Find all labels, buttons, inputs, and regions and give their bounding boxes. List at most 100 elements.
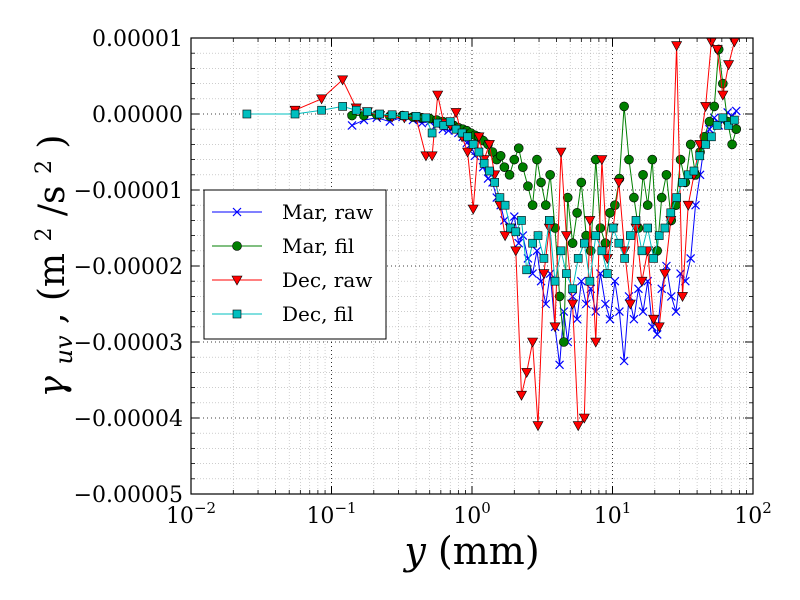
data-point xyxy=(706,38,717,48)
data-point xyxy=(629,314,639,324)
y-axis-label: γ uv , (m 2 /s 2 ) xyxy=(19,135,81,398)
data-point xyxy=(647,154,658,165)
data-point xyxy=(677,292,689,303)
data-point xyxy=(585,276,595,286)
legend-entry: Mar, fil xyxy=(212,234,354,258)
data-point xyxy=(691,200,700,210)
y-tick-label: 0.00000 xyxy=(92,103,183,128)
y-axis-unit-middle: /s xyxy=(32,185,73,216)
data-point xyxy=(568,284,577,294)
data-point xyxy=(682,200,694,211)
data-point xyxy=(316,94,328,105)
legend-marker xyxy=(232,309,242,319)
series-layer xyxy=(242,38,742,432)
data-point xyxy=(638,307,648,317)
x-tick-label: 102 xyxy=(734,499,772,529)
data-point xyxy=(515,390,527,401)
data-point xyxy=(614,307,624,317)
data-point xyxy=(513,143,524,153)
data-point xyxy=(619,356,629,366)
data-point xyxy=(676,269,685,279)
y-tick-label: −0.00001 xyxy=(74,179,183,204)
data-point xyxy=(411,111,421,121)
data-point xyxy=(518,162,528,172)
data-point xyxy=(400,111,409,120)
data-point xyxy=(689,166,699,176)
data-point xyxy=(545,170,555,180)
legend-label: Mar, raw xyxy=(282,200,373,224)
x-tick-label: 101 xyxy=(594,499,632,529)
y-tick-label: 0.00001 xyxy=(92,27,183,52)
data-point xyxy=(605,314,615,324)
data-point xyxy=(495,193,505,202)
data-point xyxy=(581,299,591,309)
series-mar-fil xyxy=(347,44,742,347)
data-point xyxy=(450,108,462,119)
data-point xyxy=(591,231,601,240)
data-point xyxy=(631,216,641,225)
data-point xyxy=(517,216,526,225)
data-point xyxy=(523,181,533,191)
data-point xyxy=(578,413,590,424)
data-point xyxy=(499,162,510,172)
data-point xyxy=(556,246,566,256)
data-point xyxy=(532,421,544,432)
data-point xyxy=(528,238,537,248)
data-point xyxy=(717,90,729,101)
legend-label: Dec, raw xyxy=(282,268,372,292)
data-point xyxy=(642,200,653,210)
series-dec-fil xyxy=(242,102,739,294)
x-axis-label: y (mm) xyxy=(402,529,539,573)
x-tick-label: 10−2 xyxy=(166,499,216,529)
data-point xyxy=(521,368,533,379)
data-point xyxy=(626,231,635,240)
data-point xyxy=(555,360,564,370)
data-point xyxy=(536,177,546,188)
data-point xyxy=(695,151,705,161)
data-point xyxy=(666,208,676,218)
data-point xyxy=(600,299,610,309)
data-point xyxy=(527,337,539,348)
legend-entry: Dec, raw xyxy=(212,268,372,292)
data-point xyxy=(675,154,686,165)
data-point xyxy=(387,110,397,120)
data-point xyxy=(532,246,542,256)
data-point xyxy=(636,276,648,287)
data-point xyxy=(576,177,587,188)
y-tick-label: −0.00002 xyxy=(74,255,183,280)
data-point xyxy=(610,276,620,286)
data-point xyxy=(554,291,565,302)
data-point xyxy=(597,246,607,256)
data-point xyxy=(511,227,521,237)
data-point xyxy=(662,261,671,271)
data-point xyxy=(562,192,573,203)
data-point xyxy=(490,178,499,187)
data-point xyxy=(509,212,519,222)
data-point xyxy=(686,253,696,263)
data-point xyxy=(445,117,455,126)
data-point xyxy=(718,113,728,123)
data-point xyxy=(421,113,431,123)
data-point xyxy=(729,38,740,48)
data-point xyxy=(337,75,349,86)
data-point xyxy=(701,140,710,149)
legend-entry: Dec, fil xyxy=(212,302,354,326)
data-point xyxy=(614,238,624,248)
data-point xyxy=(596,155,608,166)
data-point xyxy=(723,60,735,71)
y-tick-label: −0.00004 xyxy=(74,407,183,432)
data-point xyxy=(619,101,629,112)
data-point xyxy=(584,216,596,227)
x-axis-unit: (mm) xyxy=(438,529,540,573)
tick-labels: 10−2 10−1 100 101 102 0.00001 0.00000 −0.00001 −… xyxy=(74,27,772,529)
data-point xyxy=(467,204,479,215)
data-point xyxy=(538,269,550,280)
data-point xyxy=(648,314,660,325)
data-point xyxy=(567,238,578,248)
data-point xyxy=(572,421,584,432)
data-point xyxy=(363,107,372,117)
data-point xyxy=(532,154,542,165)
data-point xyxy=(432,90,444,101)
data-point xyxy=(462,147,474,158)
data-point xyxy=(678,178,687,187)
